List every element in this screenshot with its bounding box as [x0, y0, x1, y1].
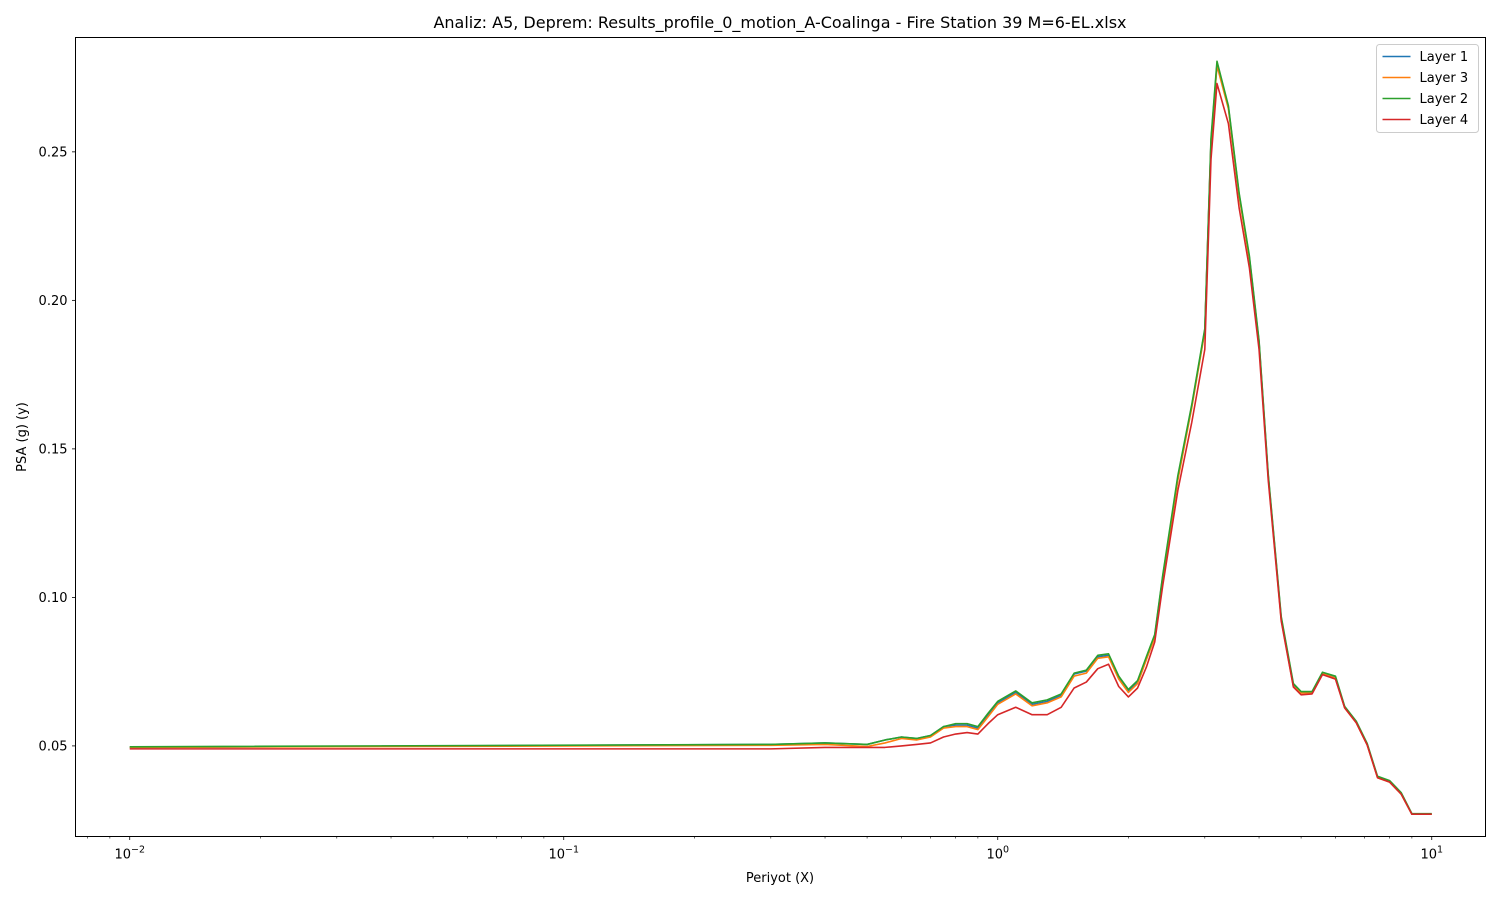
- legend-label: Layer 4: [1420, 113, 1469, 128]
- series-line-layer-3: [129, 64, 1432, 816]
- series-lines: [129, 60, 1432, 816]
- legend-label: Layer 2: [1420, 92, 1469, 107]
- x-major-ticks: 10−2 10−1 100 101: [114, 836, 1443, 863]
- y-tick-label: 0.15: [39, 442, 68, 457]
- x-tick-label: 100: [986, 845, 1009, 863]
- legend-box: [1376, 44, 1479, 133]
- legend-label: Layer 3: [1420, 71, 1469, 86]
- x-minor-ticks: [87, 836, 1413, 839]
- series-line-layer-2: [129, 60, 1432, 815]
- x-tick-label: 101: [1420, 845, 1443, 863]
- y-ticks: 0.05 0.10 0.15 0.20 0.25: [39, 145, 76, 754]
- series-line-layer-4: [129, 82, 1432, 816]
- legend-label: Layer 1: [1420, 50, 1469, 65]
- chart-title: Analiz: A5, Deprem: Results_profile_0_mo…: [433, 13, 1126, 33]
- x-tick-label: 10−1: [548, 845, 579, 863]
- x-tick-label: 10−2: [114, 845, 145, 863]
- x-axis-label: Periyot (X): [746, 871, 814, 886]
- y-tick-label: 0.05: [39, 739, 68, 754]
- plot-frame: [75, 37, 1486, 837]
- y-tick-label: 0.25: [39, 145, 68, 160]
- y-tick-label: 0.20: [39, 294, 68, 309]
- y-tick-label: 0.10: [39, 591, 68, 606]
- legend: Layer 1 Layer 3 Layer 2 Layer 4: [1376, 44, 1479, 133]
- y-axis-label: PSA (g) (y): [15, 402, 30, 472]
